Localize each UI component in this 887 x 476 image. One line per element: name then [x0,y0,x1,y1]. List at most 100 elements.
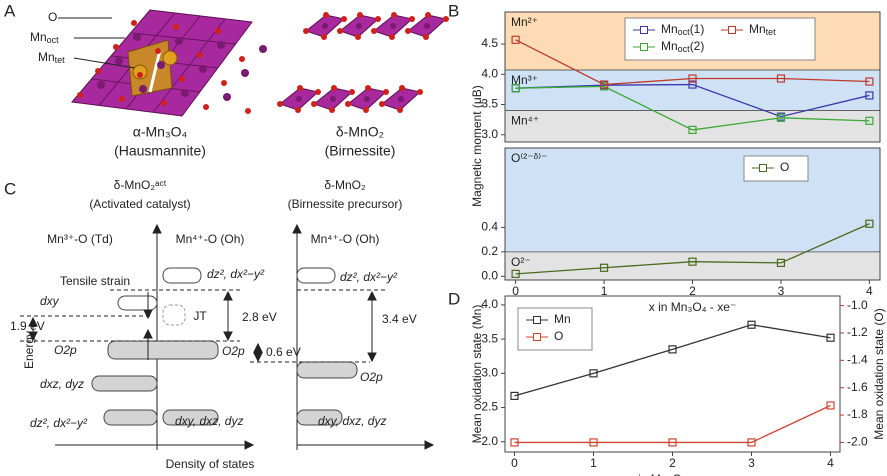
o-atom [329,107,335,113]
diagram-label: dz², dx²−y² [30,416,88,430]
legend-mnoct: Mnoct [30,30,59,45]
o-atom [349,89,355,95]
panel-label: C [4,179,16,198]
diagram-label: 2.8 eV [242,310,277,324]
band [504,251,881,281]
arrow-head [223,331,233,342]
o-atom [161,100,167,106]
tetrahedron [127,39,173,97]
o-atom [379,101,385,107]
edge [152,18,226,113]
y2-tick-label: -2.0 [847,435,868,449]
panel-label: D [448,289,460,308]
x-tick-label: 0 [511,456,518,470]
mn-oct [133,33,141,41]
dos-band [296,267,336,284]
o-atom [77,92,83,98]
arrow-head [152,223,162,234]
marker [776,113,786,122]
legend-swatch [533,333,541,341]
o-atom [297,85,303,91]
band [504,147,881,253]
marker [747,320,756,329]
diagram-label: Energy [22,331,36,369]
y-label: Mean oxidation state (Mn) [470,305,484,444]
o-atom [277,101,283,107]
legend-swatch [640,43,648,51]
y2-label: Mean oxidation state (O) [872,308,886,439]
y-tick-label: 3.5 [481,331,498,345]
legend-box [624,17,816,61]
marker [865,116,874,125]
arrow-head [292,223,302,234]
diagram-label: Density of states [166,457,255,471]
diagram-label: Mn³⁺-O (Td) [47,232,113,246]
x-tick-label: 2 [669,456,676,470]
legend-box [517,307,593,351]
o-atom [215,28,221,34]
o-atom [131,20,137,26]
x-tick-label: 2 [689,284,696,298]
y-tick-label: 3.5 [481,97,498,111]
mn-oct [223,93,231,101]
y-tick-label: 3.0 [481,365,498,379]
mn [390,23,396,29]
mn-tet [162,50,178,66]
arrow-head [28,316,38,327]
diagram-label: Mn⁴⁺-O (Oh) [176,232,245,246]
marker [688,257,697,266]
o-atom [383,89,389,95]
o-atom [365,85,371,91]
legend-label: Mnoct(1) [661,22,704,37]
o-atom [113,44,119,50]
dos-band [296,409,343,426]
o-atom [311,101,317,107]
o-atom [303,28,309,34]
y2-tick-label: -1.6 [847,380,868,394]
series-line [514,404,831,444]
o-atom [341,16,347,22]
diagram-label: O2p [360,370,383,384]
o-atom [399,85,405,91]
diagram-label: 1.9 eV [10,319,45,333]
o-atom [409,16,415,22]
marker [688,74,697,83]
band-label: Mn⁴⁺ [511,114,539,128]
diagram-label: Tensile strain [60,274,130,288]
y-label: Magnetic moment (μB) [470,85,484,207]
y-tick-label: 4.5 [481,36,498,50]
marker [511,269,520,278]
marker [599,80,609,89]
y-tick-label: 4.0 [481,297,498,311]
mn [364,96,370,102]
o-atom [315,89,321,95]
diagram-label: dxz, dyz [40,377,84,391]
dos-band [91,375,158,392]
o-atom [155,48,161,54]
mn [424,23,430,29]
mn [296,96,302,102]
o-atom [197,52,203,58]
o-atom [375,16,381,22]
dos-band [296,361,358,379]
diagram-label: Mn⁴⁺-O (Oh) [311,232,380,246]
y-tick-label: 4.0 [481,66,498,80]
legend-swatch [728,26,736,34]
marker [776,258,786,267]
marker [511,35,520,44]
mn [356,23,362,29]
marker [589,369,598,378]
o-atom [203,104,209,110]
arrow-head [143,328,153,339]
mn-oct [199,65,207,73]
mn-oct [217,41,225,49]
diagram-label: δ-MnO₂ᵃᶜᵗ [114,178,167,192]
marker [688,80,697,89]
arrow-head [253,352,263,363]
dos-band [162,304,186,326]
diagram-label: O2p [54,343,77,357]
o-atom [321,34,327,40]
mn-oct [241,69,249,77]
diagram-label: dxy, dxz, dyz [175,414,243,428]
arrow-head [223,290,233,301]
